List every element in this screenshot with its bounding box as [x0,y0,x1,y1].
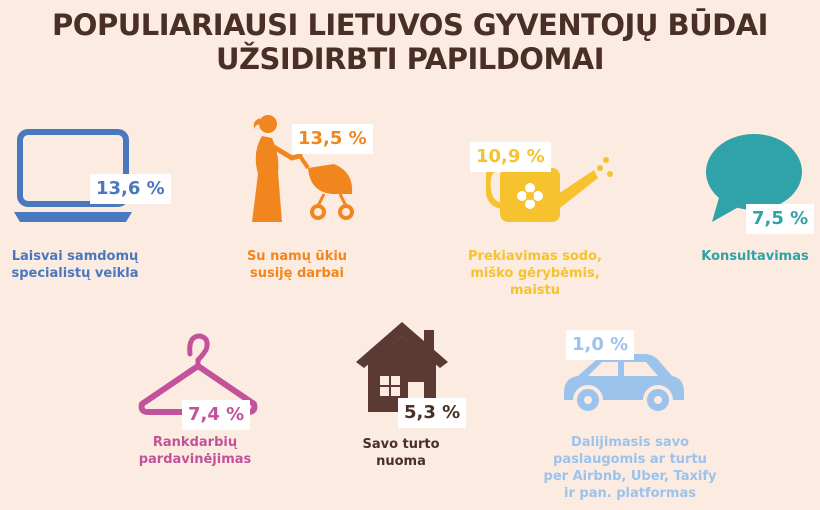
percent-badge: 7,5 % [746,204,815,234]
percent-badge: 13,5 % [292,124,373,154]
watering-can-icon [484,150,616,230]
title-line-2: UŽSIDIRBTI PAPILDOMAI [215,42,605,76]
percent-badge: 13,6 % [90,174,171,204]
item-label: Rankdarbių pardavinėjimas [138,435,252,467]
percent-badge: 5,3 % [398,398,467,428]
car-icon [560,352,686,418]
item-label: Savo turto nuoma [362,437,440,469]
item-label: Prekiavimas sodo, miško gėrybėmis, maist… [468,249,602,298]
mother-with-stroller-icon [248,112,358,228]
percent-badge: 7,4 % [182,400,251,430]
speech-bubble-icon [704,132,804,228]
laptop-icon [12,128,137,228]
percent-badge: 10,9 % [470,142,551,172]
item-label: Dalijimasis savo paslaugomis ar turtu pe… [543,435,717,501]
title-line-1: POPULIARIAUSI LIETUVOS GYVENTOJŲ BŪDAI [52,8,768,42]
item-label: Su namų ūkiu susiję darbai [246,249,348,281]
page-title: POPULIARIAUSI LIETUVOS GYVENTOJŲ BŪDAI U… [0,8,820,76]
item-label: Laisvai samdomų specialistų veikla [11,249,139,281]
item-label: Konsultavimas [701,249,809,264]
percent-badge: 1,0 % [566,330,635,360]
